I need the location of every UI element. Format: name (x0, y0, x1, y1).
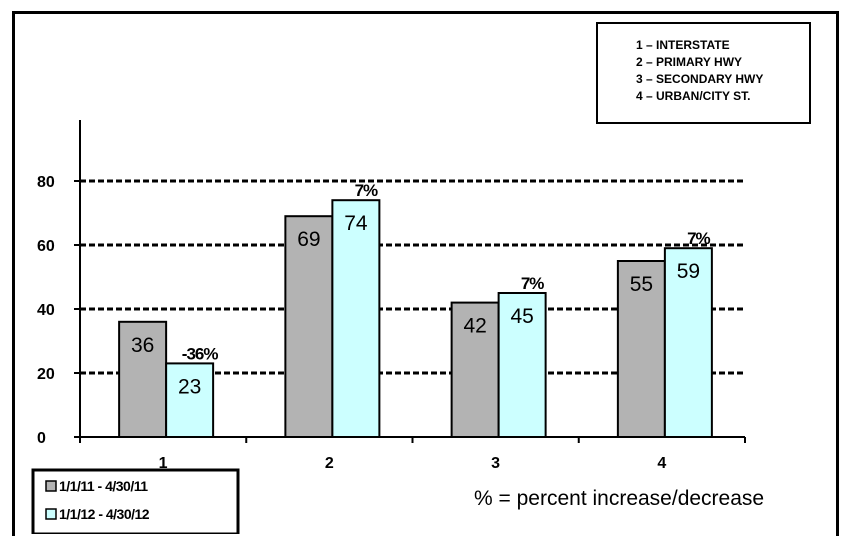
data-label: 23 (178, 375, 201, 398)
data-label: 36 (131, 334, 154, 357)
x-tick-label: 1 (159, 455, 168, 472)
data-label: 42 (463, 315, 486, 338)
bar-series2-cat4 (663, 247, 713, 438)
change-label: 7% (687, 229, 710, 248)
change-label: 7% (355, 181, 378, 200)
percent-note: % = percent increase/decrease (474, 487, 765, 510)
data-label: 55 (630, 273, 653, 296)
legend-swatch (45, 480, 57, 492)
key-item: 1 – INTERSTATE (636, 38, 730, 52)
change-label: 7% (521, 274, 544, 293)
y-tick-label: 80 (37, 174, 55, 191)
legend-label: 1/1/11 - 4/30/11 (59, 478, 148, 494)
y-tick-label: 20 (37, 366, 55, 383)
legend-swatch (45, 508, 57, 520)
legend-label: 1/1/12 - 4/30/12 (59, 506, 150, 522)
key-item: 2 – PRIMARY HWY (636, 55, 742, 69)
x-tick-label: 4 (657, 455, 666, 472)
x-tick-label: 3 (491, 455, 500, 472)
key-item: 4 – URBAN/CITY ST. (636, 89, 750, 103)
bar-series1-cat3 (450, 301, 500, 438)
bar-series2-cat2 (331, 199, 381, 438)
key-item: 3 – SECONDARY HWY (636, 72, 763, 86)
key-box (596, 22, 811, 124)
data-label: 74 (344, 212, 368, 235)
data-label: 69 (297, 228, 320, 251)
data-label: 45 (510, 305, 533, 328)
y-tick-label: 0 (37, 430, 46, 447)
y-tick-label: 40 (37, 302, 55, 319)
x-tick-label: 2 (325, 455, 334, 472)
chart-frame (12, 11, 839, 536)
data-label: 59 (677, 260, 700, 283)
y-tick-label: 60 (37, 238, 55, 255)
legend (31, 468, 240, 534)
change-label: -36% (182, 344, 219, 363)
